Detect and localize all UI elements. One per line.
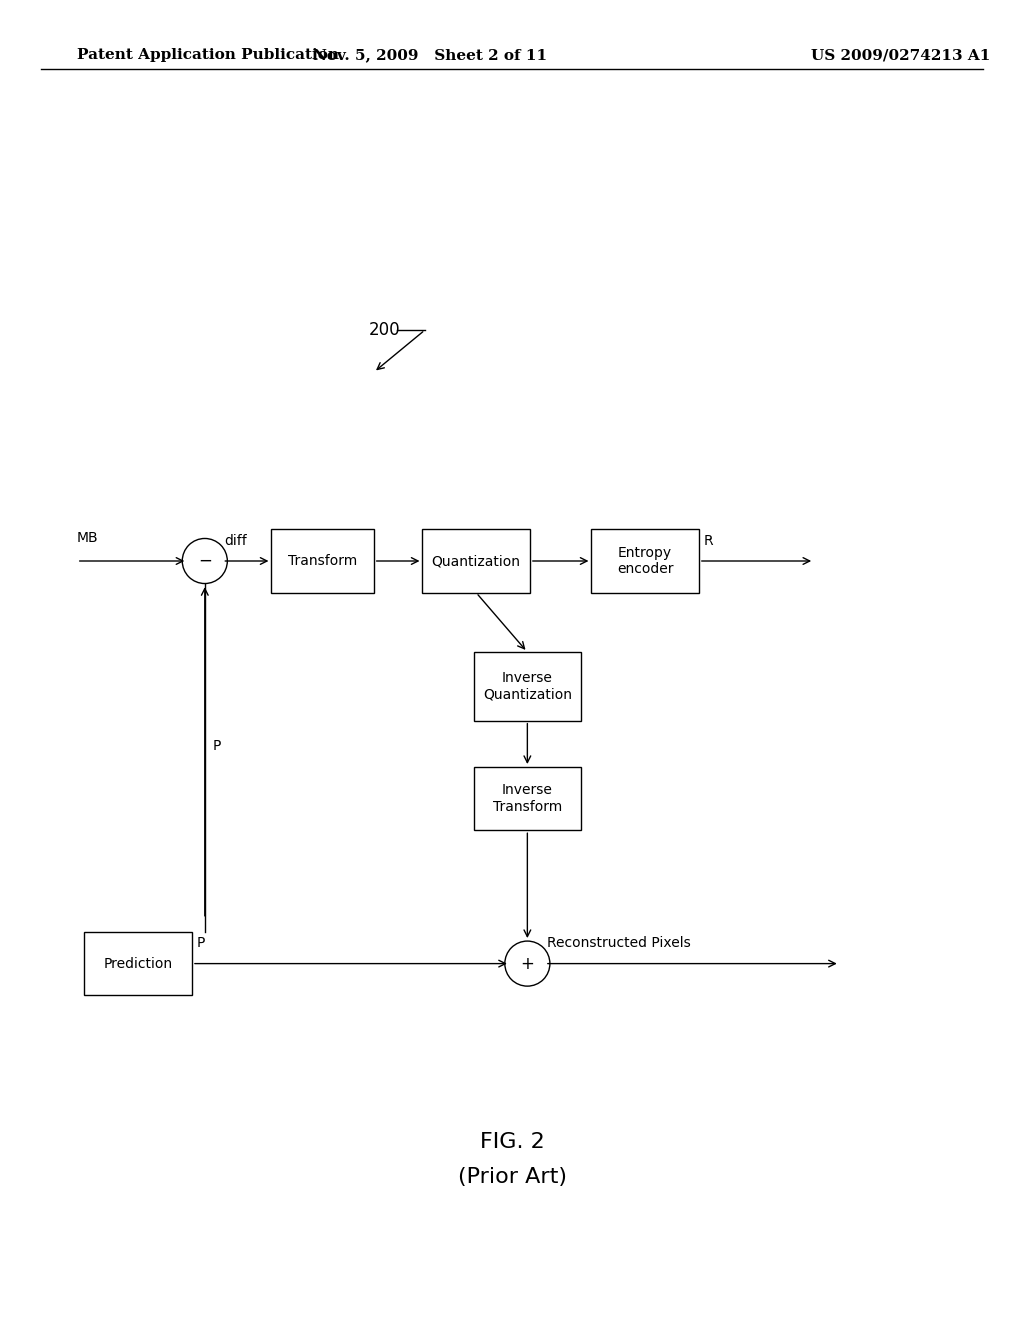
Text: P: P [197, 936, 206, 950]
Text: Entropy
encoder: Entropy encoder [616, 546, 674, 576]
Text: FIG. 2: FIG. 2 [479, 1131, 545, 1152]
Ellipse shape [505, 941, 550, 986]
Text: (Prior Art): (Prior Art) [458, 1167, 566, 1188]
FancyBboxPatch shape [473, 652, 582, 721]
Text: Quantization: Quantization [432, 554, 520, 568]
Text: P: P [213, 739, 221, 754]
Text: +: + [520, 954, 535, 973]
Text: Transform: Transform [288, 554, 357, 568]
FancyBboxPatch shape [592, 529, 698, 593]
Ellipse shape [182, 539, 227, 583]
Text: Patent Application Publication: Patent Application Publication [77, 49, 339, 62]
Text: Inverse
Quantization: Inverse Quantization [483, 672, 571, 701]
Text: −: − [198, 552, 212, 570]
FancyBboxPatch shape [423, 529, 530, 593]
Text: Prediction: Prediction [103, 957, 173, 970]
Text: 200: 200 [369, 321, 400, 339]
Text: R: R [705, 533, 714, 548]
Text: US 2009/0274213 A1: US 2009/0274213 A1 [811, 49, 991, 62]
FancyBboxPatch shape [85, 932, 193, 995]
Text: Reconstructed Pixels: Reconstructed Pixels [547, 936, 690, 950]
Text: MB: MB [77, 531, 98, 545]
Text: diff: diff [224, 533, 247, 548]
FancyBboxPatch shape [473, 767, 582, 830]
FancyBboxPatch shape [271, 529, 374, 593]
Text: Nov. 5, 2009   Sheet 2 of 11: Nov. 5, 2009 Sheet 2 of 11 [313, 49, 547, 62]
Text: Inverse
Transform: Inverse Transform [493, 784, 562, 813]
